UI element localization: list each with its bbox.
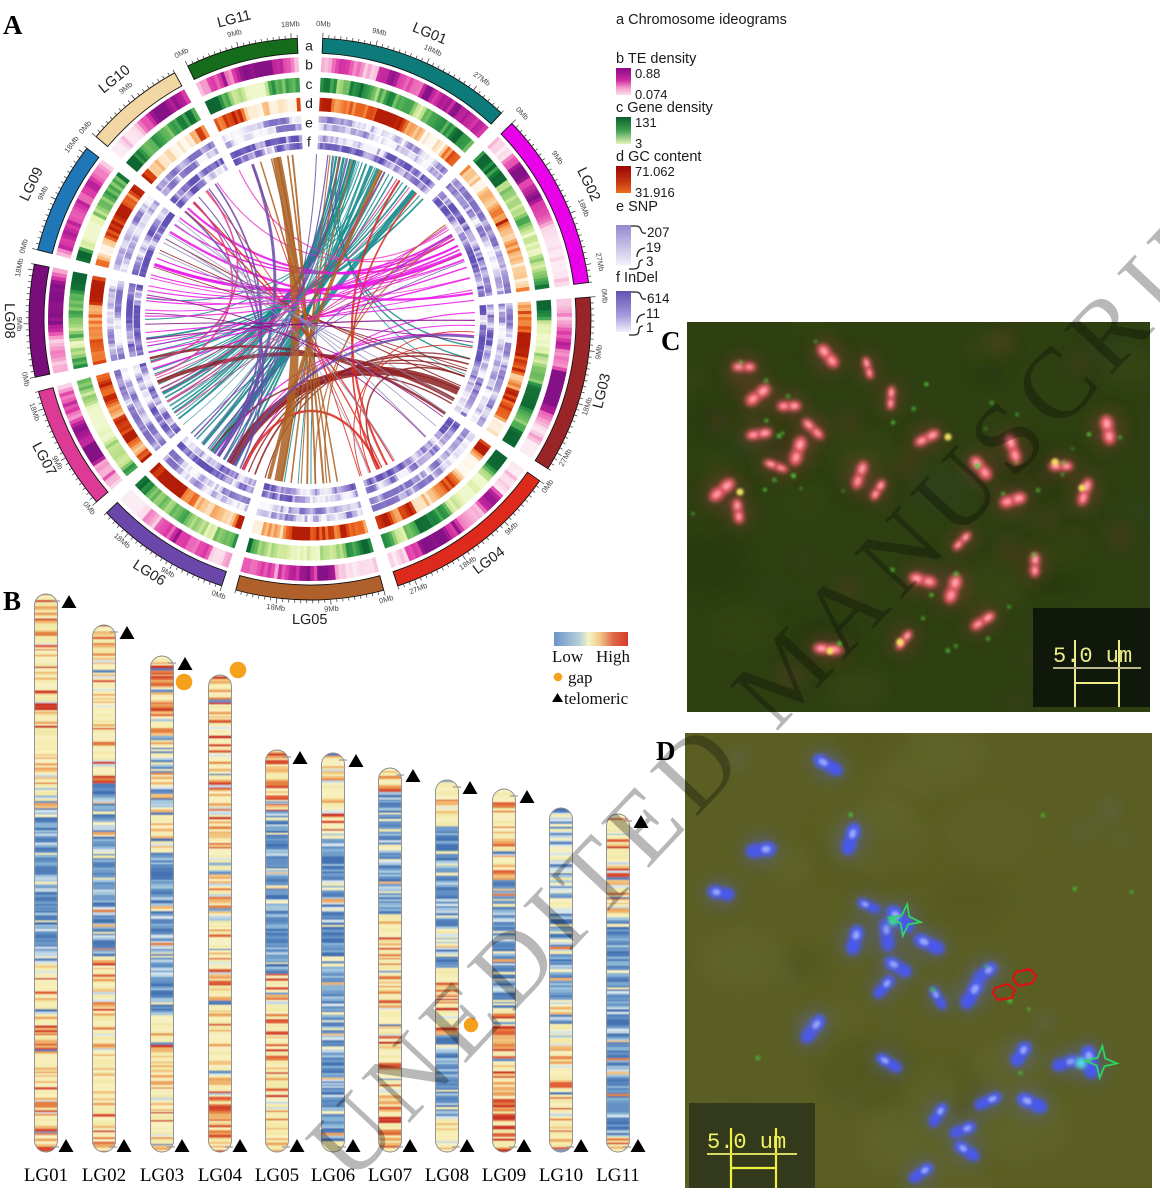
svg-text:0.074: 0.074 <box>635 87 668 102</box>
svg-text:C: C <box>661 326 681 356</box>
svg-text:9Mb: 9Mb <box>15 317 24 332</box>
svg-text:LG08: LG08 <box>1 303 17 339</box>
svg-text:LG02: LG02 <box>82 1165 126 1186</box>
svg-text:b: b <box>305 57 313 73</box>
svg-text:LG04: LG04 <box>198 1165 243 1186</box>
svg-text:207: 207 <box>647 225 670 240</box>
svg-text:3: 3 <box>646 254 654 269</box>
svg-text:11: 11 <box>646 306 660 321</box>
svg-text:0Mb: 0Mb <box>378 593 394 606</box>
svg-text:a Chromosome ideograms: a Chromosome ideograms <box>616 12 787 28</box>
svg-text:e SNP: e SNP <box>616 199 658 215</box>
svg-text:18Mb: 18Mb <box>281 19 300 29</box>
svg-text:0Mb: 0Mb <box>600 288 610 303</box>
svg-text:f: f <box>307 134 311 150</box>
svg-text:A: A <box>3 10 23 40</box>
svg-text:19: 19 <box>646 240 661 255</box>
svg-text:9Mb: 9Mb <box>324 604 339 614</box>
svg-text:614: 614 <box>647 291 670 306</box>
svg-text:3: 3 <box>635 136 642 151</box>
svg-text:9Mb: 9Mb <box>226 27 242 39</box>
svg-text:LG08: LG08 <box>425 1165 469 1186</box>
svg-text:c: c <box>306 76 313 92</box>
svg-text:LG06: LG06 <box>311 1165 355 1186</box>
svg-text:f InDel: f InDel <box>616 270 658 286</box>
svg-text:0.88: 0.88 <box>635 66 660 81</box>
svg-text:e: e <box>305 114 313 130</box>
svg-text:LG07: LG07 <box>368 1165 412 1186</box>
svg-text:71.062: 71.062 <box>635 164 675 179</box>
svg-text:0Mb: 0Mb <box>20 371 32 387</box>
svg-text:a: a <box>305 38 313 54</box>
svg-text:LG03: LG03 <box>140 1165 184 1186</box>
svg-text:0Mb: 0Mb <box>17 238 29 254</box>
svg-text:1: 1 <box>646 320 654 335</box>
svg-text:LG05: LG05 <box>292 612 328 628</box>
svg-text:0Mb: 0Mb <box>316 19 331 29</box>
svg-text:LG01: LG01 <box>24 1165 68 1186</box>
svg-text:0Mb: 0Mb <box>210 588 227 601</box>
svg-text:9Mb: 9Mb <box>593 344 604 360</box>
svg-text:d GC content: d GC content <box>616 149 701 165</box>
svg-text:LG05: LG05 <box>255 1165 299 1186</box>
svg-text:D: D <box>656 736 676 766</box>
svg-text:27Mb: 27Mb <box>594 252 606 272</box>
svg-text:31.916: 31.916 <box>635 185 675 200</box>
svg-text:c Gene density: c Gene density <box>616 100 713 116</box>
svg-text:131: 131 <box>635 115 657 130</box>
svg-text:b TE density: b TE density <box>616 51 697 67</box>
svg-text:18Mb: 18Mb <box>266 602 286 613</box>
svg-text:9Mb: 9Mb <box>371 26 387 38</box>
svg-text:18Mb: 18Mb <box>13 258 25 278</box>
svg-text:d: d <box>305 95 313 111</box>
svg-text:B: B <box>3 586 21 616</box>
